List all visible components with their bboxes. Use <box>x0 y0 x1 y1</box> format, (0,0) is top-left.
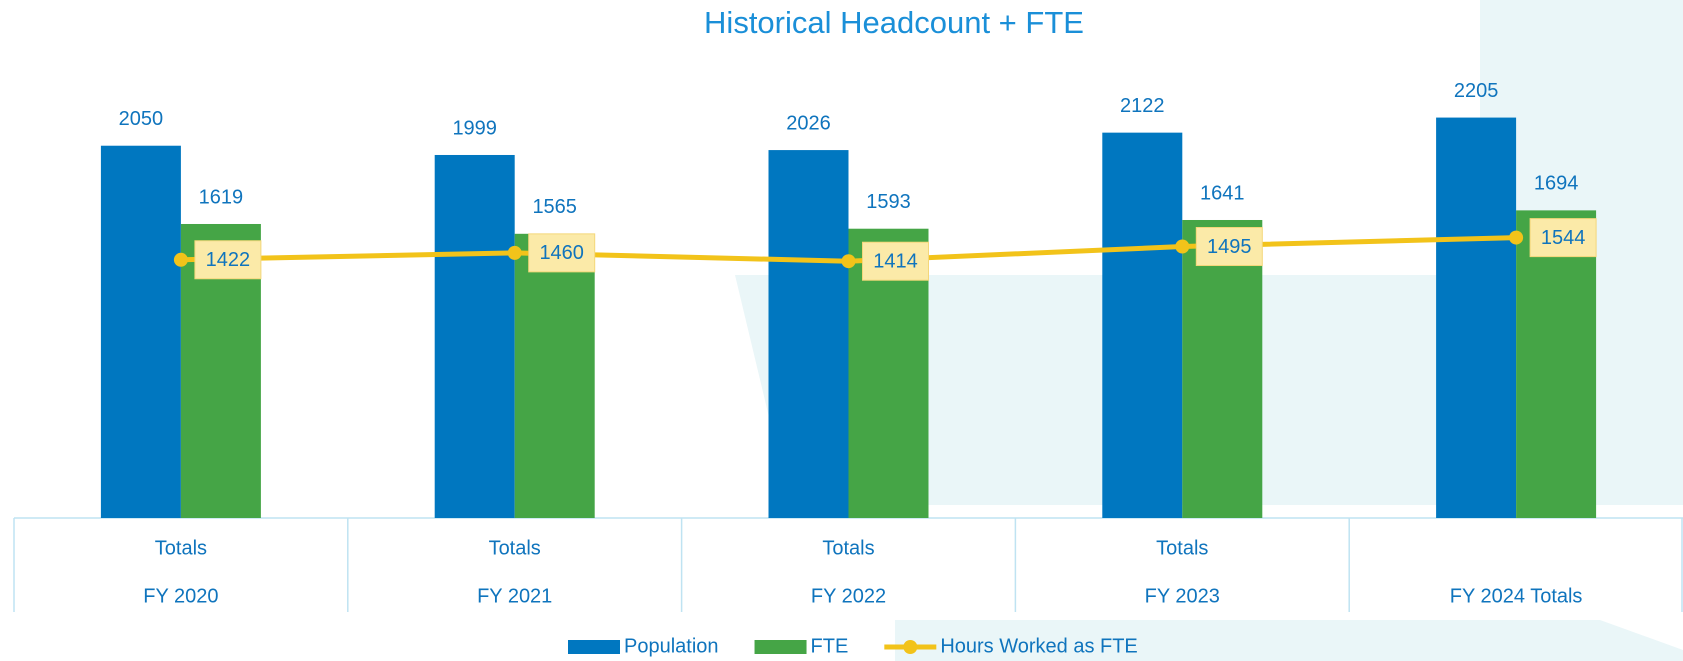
data-label: 1999 <box>452 117 497 139</box>
x-group-label: FY 2022 <box>811 585 886 607</box>
x-group-label: FY 2020 <box>143 585 218 607</box>
data-label: 1593 <box>866 191 911 213</box>
legend-swatch <box>568 640 620 654</box>
line-point <box>1175 239 1190 254</box>
legend-label: Population <box>624 635 719 657</box>
data-label: 2122 <box>1120 95 1165 117</box>
data-label: 1694 <box>1534 173 1579 195</box>
data-label: 1495 <box>1207 236 1252 258</box>
data-label: 1414 <box>873 250 918 272</box>
data-label: 1619 <box>199 186 244 208</box>
x-tick-label: Totals <box>489 537 541 559</box>
data-label: 1544 <box>1541 227 1586 249</box>
bar <box>100 145 181 518</box>
legend-swatch <box>754 640 807 654</box>
bar <box>768 150 849 518</box>
legend-swatch-point <box>903 640 918 654</box>
line-point <box>507 245 522 260</box>
data-label-box <box>1529 218 1597 258</box>
line-point <box>173 252 188 267</box>
legend-label: FTE <box>811 635 849 657</box>
bar <box>1182 219 1263 519</box>
bar <box>434 154 515 518</box>
x-tick-label: Totals <box>1156 537 1208 559</box>
data-label: 2050 <box>119 108 164 130</box>
x-group-label: FY 2021 <box>477 585 552 607</box>
data-label-box <box>862 241 929 281</box>
bar <box>514 233 595 518</box>
x-group-label: FY 2024 Totals <box>1450 585 1583 607</box>
data-label: 2205 <box>1454 80 1499 102</box>
bar <box>1102 132 1183 518</box>
data-label-box <box>194 240 262 280</box>
legend-label: Hours Worked as FTE <box>940 635 1137 657</box>
data-label: 2026 <box>786 112 831 134</box>
data-label: 1565 <box>532 196 577 218</box>
bar <box>1436 117 1517 519</box>
chart-title: Historical Headcount + FTE <box>704 5 1084 40</box>
x-tick-label: Totals <box>822 537 874 559</box>
bar <box>1516 210 1597 518</box>
data-label: 1641 <box>1200 182 1245 204</box>
data-label: 1422 <box>206 249 251 271</box>
line-point <box>1509 230 1524 245</box>
x-tick-label: Totals <box>155 537 207 559</box>
data-label-box <box>1195 227 1263 267</box>
data-label-box <box>528 233 596 273</box>
data-label: 1460 <box>539 242 584 264</box>
x-group-label: FY 2023 <box>1145 585 1220 607</box>
line-point <box>841 254 856 269</box>
